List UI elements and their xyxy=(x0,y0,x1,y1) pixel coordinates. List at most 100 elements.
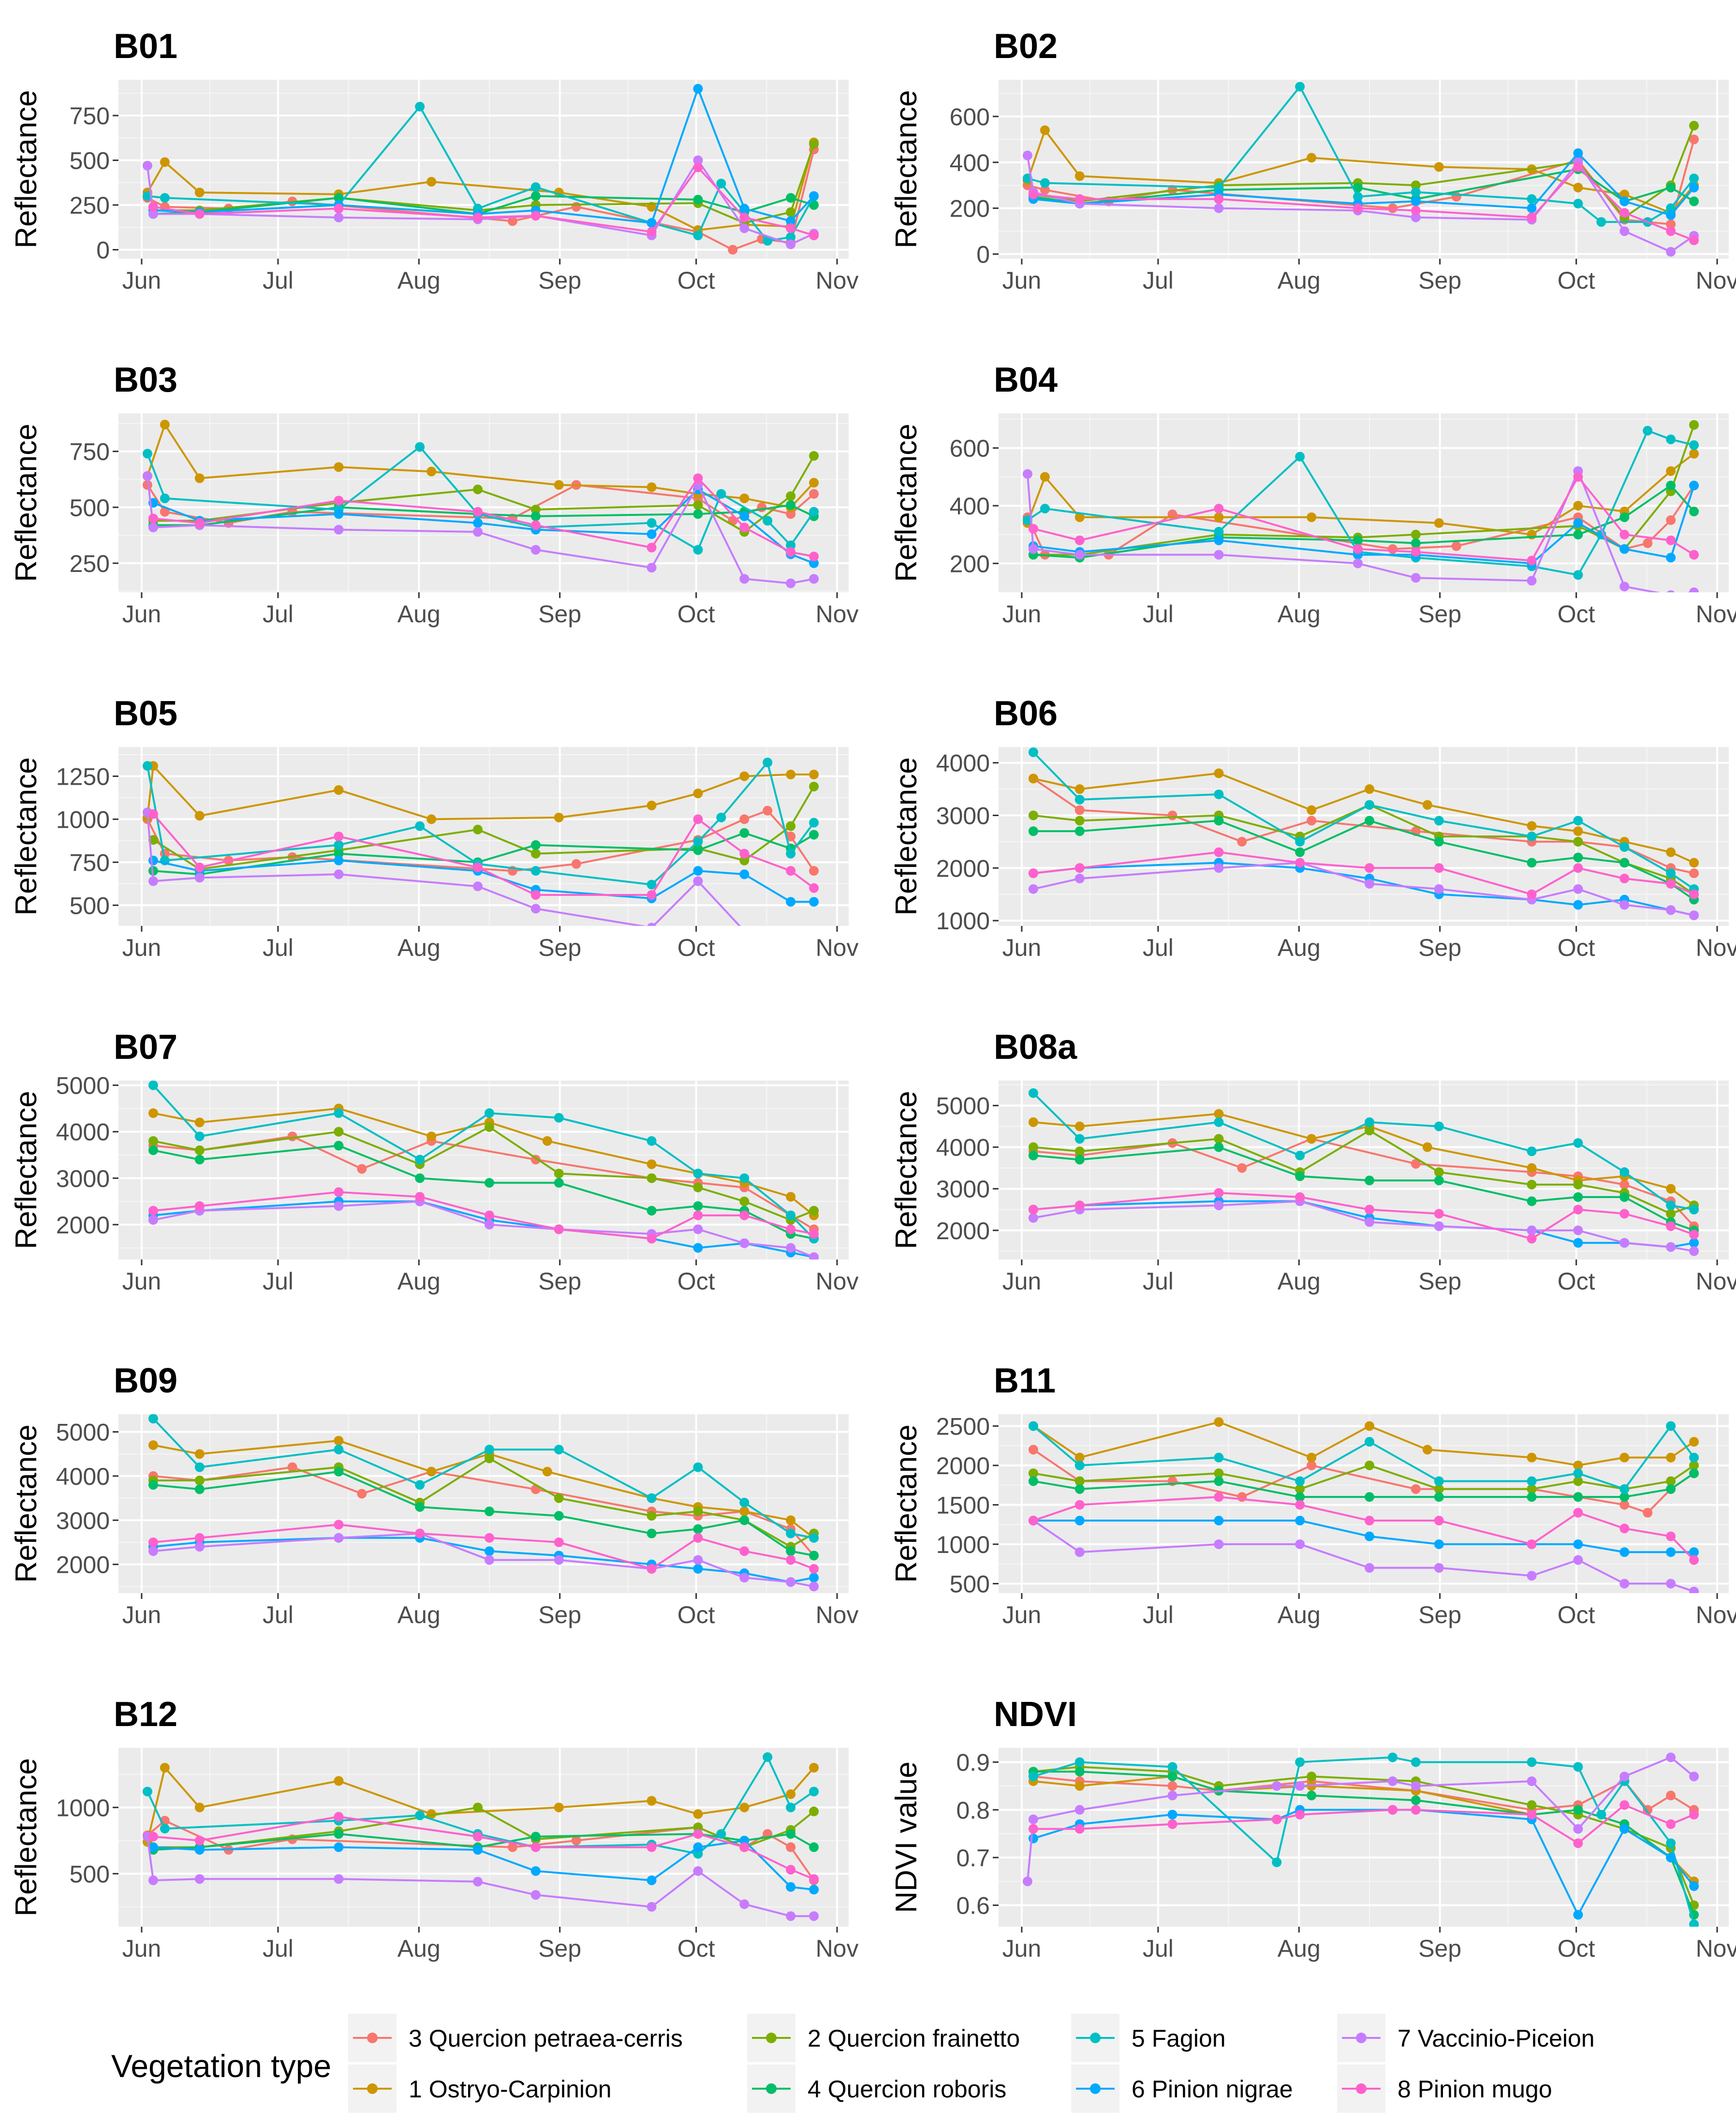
data-point-qpc xyxy=(160,507,170,517)
series-line-pm xyxy=(153,166,814,236)
data-point-pn xyxy=(1295,1516,1305,1526)
tick-label-x: Oct xyxy=(677,267,715,294)
data-point-pm xyxy=(1619,874,1630,884)
data-point-oc xyxy=(1527,821,1537,831)
tick-label-y: 0.6 xyxy=(956,1892,990,1919)
panel-title: B01 xyxy=(114,27,177,66)
data-point-pn xyxy=(1573,148,1583,158)
data-point-vp xyxy=(1573,1225,1583,1235)
series-line-pm xyxy=(153,476,814,557)
tick-label-x: Sep xyxy=(538,1935,581,1962)
data-point-fa xyxy=(1527,194,1537,204)
data-point-pn xyxy=(1411,196,1421,206)
legend-key-point xyxy=(1090,2083,1101,2094)
tick-label-x: Jun xyxy=(1002,934,1042,961)
data-point-vp xyxy=(1666,247,1676,257)
data-point-fa xyxy=(739,1497,750,1508)
tick-label-y: 0.7 xyxy=(956,1845,990,1872)
panel-b09: B09 2000 3000 4000 5000 Jun Jul Aug Sep Oct Nov Ref… xyxy=(10,1362,858,1628)
data-point-oc xyxy=(1364,1421,1374,1431)
data-point-vp xyxy=(1411,1781,1421,1791)
data-point-qr xyxy=(1074,1484,1085,1494)
tick-label-x: Aug xyxy=(1278,934,1321,961)
tick-label-x: Aug xyxy=(1278,600,1321,628)
data-point-fa xyxy=(1527,1146,1537,1157)
data-point-qr xyxy=(1028,826,1038,836)
tick-label-y: 2000 xyxy=(56,1552,110,1579)
data-point-oc xyxy=(1214,512,1224,522)
data-point-qpc xyxy=(287,1131,297,1142)
data-point-qr xyxy=(693,194,703,205)
tick-label-y: 250 xyxy=(70,192,110,219)
data-point-qr xyxy=(530,511,541,521)
legend-item-fa: 5 Fagion xyxy=(1071,2014,1226,2062)
data-point-pn xyxy=(334,1842,344,1852)
data-point-pn xyxy=(1364,1531,1374,1541)
data-point-pm xyxy=(1689,550,1699,560)
tick-label-y: 600 xyxy=(950,103,990,131)
data-point-qf xyxy=(1666,1476,1676,1486)
data-point-qr xyxy=(1619,858,1630,868)
data-point-vp xyxy=(1619,1772,1630,1782)
data-point-vp xyxy=(334,212,344,222)
data-point-pn xyxy=(1689,1238,1699,1248)
data-point-pm xyxy=(1527,212,1537,222)
tick-label-y: 4000 xyxy=(56,1119,110,1146)
data-point-oc xyxy=(1074,1781,1085,1791)
data-point-pm xyxy=(1689,1230,1699,1240)
data-point-pm xyxy=(415,1528,425,1538)
data-point-vp xyxy=(1074,874,1085,884)
data-point-pn xyxy=(1167,1810,1177,1820)
data-point-qf xyxy=(554,1169,564,1179)
data-point-pm xyxy=(1619,1800,1630,1810)
data-point-fa xyxy=(148,1414,158,1424)
data-point-pm xyxy=(194,1835,205,1845)
data-point-vp xyxy=(1353,558,1363,569)
data-point-pm xyxy=(809,552,819,561)
data-point-vp xyxy=(739,223,750,234)
data-point-fa xyxy=(1028,1772,1038,1782)
data-point-oc xyxy=(194,188,205,198)
data-point-pm xyxy=(194,1533,205,1543)
tick-label-y: 2000 xyxy=(936,855,990,882)
y-axis-label: Reflectance xyxy=(10,1424,43,1582)
data-point-qf xyxy=(1074,1146,1085,1157)
data-point-vp xyxy=(1434,884,1444,894)
data-point-vp xyxy=(1074,1805,1085,1815)
panel-title: B04 xyxy=(994,361,1058,399)
data-point-qr xyxy=(1573,852,1583,863)
data-point-oc xyxy=(542,1136,552,1146)
data-point-pm xyxy=(1214,1188,1224,1198)
data-point-fa xyxy=(415,1155,425,1165)
data-point-oc xyxy=(1527,1452,1537,1463)
legend-label: 8 Pinion mugo xyxy=(1398,2076,1552,2103)
panel-title: B08a xyxy=(994,1028,1077,1067)
data-point-qr xyxy=(786,1546,796,1556)
data-point-fa xyxy=(1527,832,1537,841)
data-point-qf xyxy=(554,1493,564,1503)
data-point-qf xyxy=(1527,1180,1537,1190)
data-point-oc xyxy=(1074,1452,1085,1463)
data-point-pn xyxy=(1666,1547,1676,1557)
data-point-qf xyxy=(1689,420,1699,430)
legend-label: 1 Ostryo-Carpinion xyxy=(409,2076,612,2103)
data-point-pm xyxy=(148,809,158,819)
data-point-pm xyxy=(415,1192,425,1202)
data-point-fa xyxy=(1214,527,1224,537)
data-point-qr xyxy=(334,1466,344,1477)
data-point-qr xyxy=(1307,1790,1317,1801)
tick-label-x: Nov xyxy=(1696,934,1736,961)
data-point-vp xyxy=(148,1875,158,1886)
data-point-fa xyxy=(786,1210,796,1220)
data-point-qr xyxy=(415,1173,425,1183)
tick-label-y: 500 xyxy=(950,1570,990,1597)
tick-label-x: Jul xyxy=(1143,934,1174,961)
data-point-vp xyxy=(473,1876,483,1887)
data-point-fa xyxy=(1596,217,1606,227)
data-point-vp xyxy=(786,1577,796,1587)
data-point-pm xyxy=(1573,1508,1583,1518)
data-point-pm xyxy=(1364,863,1374,873)
tick-label-x: Aug xyxy=(1278,1935,1321,1962)
panel-b03: B03 250 500 750 Jun Jul Aug Sep Oct Nov Reflectanc… xyxy=(10,361,858,628)
data-point-fa xyxy=(1619,1484,1630,1494)
